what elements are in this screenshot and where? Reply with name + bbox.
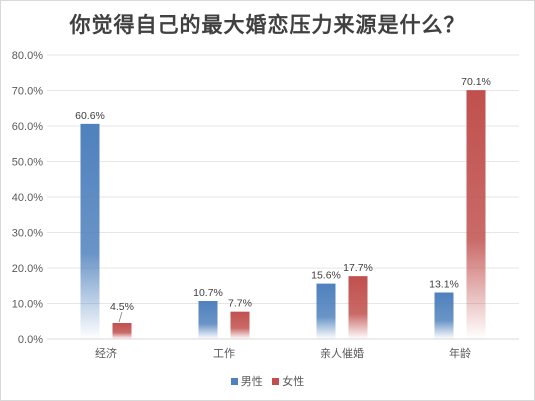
data-label-male-2: 15.6% — [311, 270, 341, 282]
x-tick-label: 年龄 — [449, 346, 471, 360]
y-tick-label: 20.0% — [12, 263, 43, 275]
x-tick-label: 经济 — [95, 346, 117, 360]
bar-female-2 — [348, 276, 368, 339]
legend-label-male: 男性 — [240, 375, 263, 388]
y-tick-label: 50.0% — [12, 157, 43, 169]
chart-title: 你觉得自己的最大婚恋压力来源是什么？ — [69, 13, 466, 37]
data-label-male-1: 10.7% — [193, 287, 223, 299]
legend-label-female: 女性 — [282, 375, 305, 388]
bar-male-1 — [198, 301, 218, 339]
y-tick-label: 30.0% — [12, 228, 43, 240]
legend-item-male: 男性 — [230, 373, 263, 389]
y-tick-label: 10.0% — [12, 299, 43, 311]
data-label-female-0: 4.5% — [110, 301, 134, 313]
legend-swatch-male — [230, 378, 238, 385]
legend-swatch-female — [272, 378, 280, 385]
leader-line — [118, 311, 123, 323]
bar-male-3 — [434, 292, 454, 339]
y-tick-label: 70.0% — [12, 86, 43, 98]
bar-female-3 — [466, 90, 486, 340]
y-tick-label: 0.0% — [18, 334, 43, 346]
y-tick-label: 40.0% — [12, 192, 43, 204]
data-label-male-3: 13.1% — [429, 278, 459, 290]
x-tick-label: 工作 — [213, 347, 235, 360]
y-tick-label: 80.0% — [12, 50, 43, 62]
chart-legend: 男性 女性 — [1, 373, 534, 389]
data-label-female-1: 7.7% — [228, 298, 252, 310]
y-tick-label: 60.0% — [12, 121, 43, 133]
x-tick-label: 亲人催婚 — [320, 346, 364, 360]
data-label-female-2: 17.7% — [343, 262, 373, 274]
bar-female-0 — [112, 323, 132, 339]
data-label-male-0: 60.6% — [75, 110, 105, 122]
legend-item-female: 女性 — [272, 373, 304, 389]
bar-female-1 — [230, 311, 250, 339]
data-label-female-3: 70.1% — [461, 76, 491, 88]
bar-male-2 — [316, 283, 336, 339]
bar-male-0 — [80, 123, 100, 340]
